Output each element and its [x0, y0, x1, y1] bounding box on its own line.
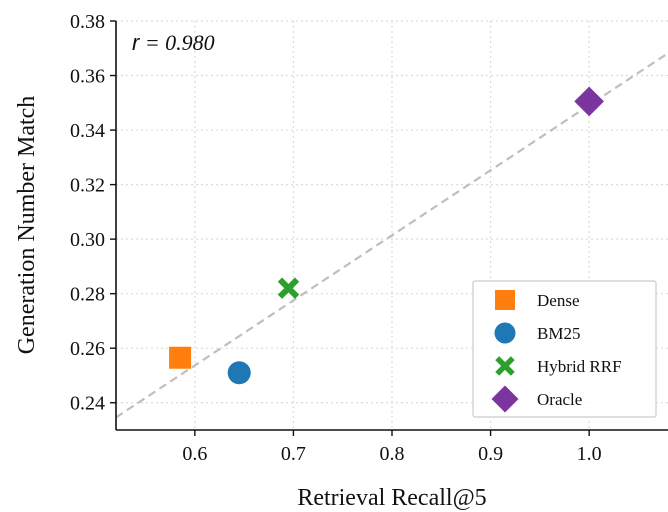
legend-marker-dense: [495, 290, 515, 310]
annotation-value: = 0.980: [139, 30, 214, 55]
x-axis-title: Retrieval Recall@5: [297, 485, 486, 511]
legend-label-oracle: Oracle: [537, 390, 582, 409]
x-tick-label: 0.8: [380, 443, 405, 465]
y-tick-label: 0.32: [70, 175, 105, 197]
legend-marker-hybrid-rrf: [495, 356, 515, 376]
y-tick-label: 0.34: [70, 120, 105, 142]
legend-label-dense: Dense: [537, 291, 579, 310]
y-tick-label: 0.36: [70, 66, 105, 88]
x-tick-label: 0.7: [281, 443, 306, 465]
legend-marker-oracle: [491, 385, 519, 413]
data-point-dense: [169, 346, 192, 369]
legend-label-bm25: BM25: [537, 324, 580, 343]
annotation-symbol: r: [132, 30, 141, 55]
legend-frame: [472, 280, 657, 418]
data-point-oracle: [574, 86, 604, 117]
correlation-annotation: r = 0.980: [132, 30, 215, 55]
legend: Dense BM25 Hybrid RRF Oracle: [472, 280, 657, 418]
data-points: [169, 86, 604, 385]
x-tick-label: 1.0: [577, 443, 602, 465]
y-tick-label: 0.24: [70, 393, 105, 415]
x-tick-label: 0.9: [478, 443, 503, 465]
y-tick-label: 0.38: [70, 11, 105, 33]
y-tick-label: 0.30: [70, 229, 105, 251]
y-axis-title: Generation Number Match: [14, 96, 40, 355]
data-point-hybrid-rrf: [277, 277, 300, 299]
legend-label-hybrid-rrf: Hybrid RRF: [537, 357, 622, 376]
x-tick-label: 0.6: [182, 443, 207, 465]
data-point-bm25: [227, 361, 251, 385]
ticks: 0.6 0.7 0.8 0.9 1.0 0.24 0.26 0.28 0.30 0.32 0.34 0…: [70, 11, 602, 465]
y-tick-label: 0.26: [70, 338, 105, 360]
y-tick-label: 0.28: [70, 284, 105, 306]
legend-marker-bm25: [494, 322, 516, 344]
fit-line: [115, 52, 668, 419]
